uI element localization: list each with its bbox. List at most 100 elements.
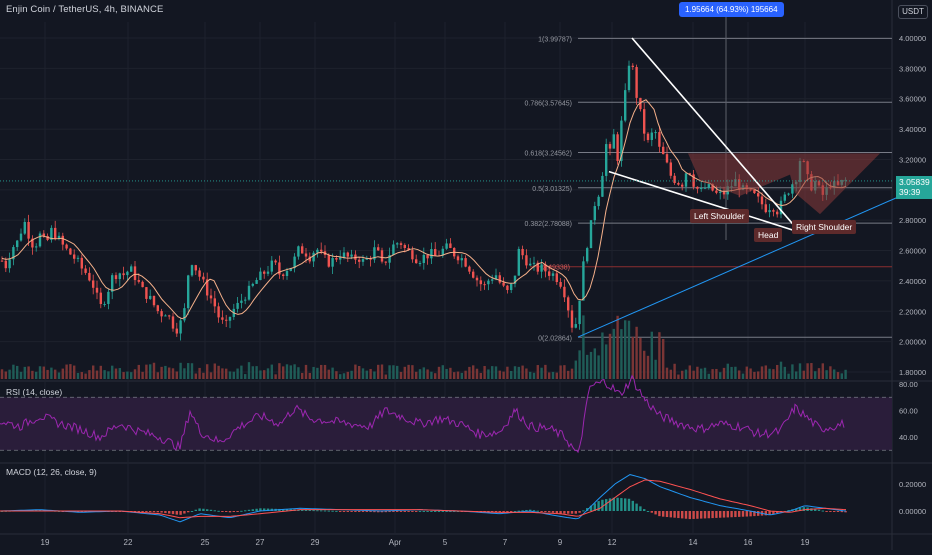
volume-bar	[54, 369, 57, 379]
volume-bar	[107, 371, 110, 379]
macd-pane-label[interactable]: MACD (12, 26, close, 9)	[6, 467, 97, 477]
macd-histogram-bar	[392, 511, 395, 512]
volume-bar	[570, 368, 574, 379]
candle-body	[483, 284, 486, 286]
right-shoulder-label[interactable]: Right Shoulder	[792, 220, 857, 234]
macd-histogram-bar	[137, 511, 140, 512]
macd-histogram-bar	[517, 510, 520, 512]
volume-bar	[658, 332, 661, 379]
volume-bar	[244, 374, 247, 379]
candle-body	[677, 183, 680, 185]
macd-histogram-bar	[715, 511, 718, 518]
macd-histogram-bar	[456, 511, 460, 512]
volume-bar	[783, 366, 786, 379]
macd-histogram-bar	[240, 510, 243, 512]
macd-histogram-bar	[726, 511, 729, 518]
macd-histogram-bar	[255, 508, 258, 511]
candle-body	[270, 260, 273, 272]
volume-bar	[251, 366, 254, 379]
macd-histogram-bar	[513, 511, 517, 512]
volume-bar	[555, 372, 558, 379]
volume-bar	[225, 368, 228, 379]
volume-bar	[616, 315, 619, 379]
volume-bar	[445, 368, 448, 379]
candle-body	[27, 221, 30, 239]
volume-bar	[23, 366, 26, 379]
volume-bar	[415, 371, 418, 379]
macd-histogram-bar	[692, 511, 695, 519]
candle-body	[236, 302, 239, 309]
macd-histogram-bar	[335, 510, 338, 512]
candle-body	[54, 227, 57, 239]
volume-bar	[703, 367, 707, 379]
volume-bar	[764, 365, 767, 379]
volume-bar	[126, 371, 129, 379]
macd-histogram-bar	[88, 511, 91, 513]
candle-body	[399, 243, 403, 245]
volume-bar	[586, 354, 589, 379]
macd-histogram-bar	[643, 509, 646, 511]
macd-histogram-bar	[582, 510, 585, 512]
macd-histogram-bar	[358, 511, 361, 512]
macd-histogram-bar	[31, 509, 34, 511]
measure-badge: 1.95664 (64.93%) 195664	[679, 2, 784, 17]
candle-body	[42, 233, 45, 236]
macd-histogram-bar	[684, 511, 688, 519]
macd-histogram-bar	[829, 511, 832, 512]
candle-body	[681, 184, 684, 187]
x-tick-label: 7	[503, 538, 508, 547]
candle-body	[4, 260, 7, 269]
volume-bar	[833, 369, 836, 379]
candle-body	[327, 254, 330, 267]
volume-bar	[411, 365, 414, 379]
volume-bar	[791, 364, 794, 379]
candle-body	[198, 270, 201, 277]
candle-body	[669, 162, 672, 176]
candle-body	[722, 191, 726, 195]
macd-tick-label: 0.20000	[899, 480, 926, 489]
x-tick-label: 29	[311, 538, 320, 547]
candle-body	[149, 295, 152, 299]
volume-bar	[814, 371, 817, 379]
macd-histogram-bar	[696, 511, 699, 519]
ascending-support-line	[577, 181, 932, 338]
macd-histogram-bar	[301, 509, 304, 511]
macd-histogram-bar	[521, 510, 524, 512]
head-label[interactable]: Head	[754, 228, 783, 242]
macd-histogram-bar	[787, 510, 790, 512]
candle-body	[430, 249, 433, 259]
candle-body	[491, 279, 494, 281]
candle-body	[301, 246, 304, 254]
left-shoulder-label[interactable]: Left Shoulder	[690, 209, 749, 223]
volume-bar	[513, 366, 517, 379]
candle-body	[190, 265, 194, 276]
volume-bar	[578, 350, 581, 379]
volume-bar	[650, 331, 653, 379]
macd-histogram-bar	[529, 509, 532, 511]
macd-histogram-bar	[323, 510, 327, 512]
volume-bar	[635, 326, 638, 379]
currency-selector-button[interactable]: USDT	[898, 5, 928, 19]
macd-histogram-bar	[316, 510, 319, 512]
candle-body	[696, 186, 699, 189]
candle-body	[753, 189, 756, 194]
macd-histogram-bar	[441, 511, 444, 512]
macd-histogram-bar	[563, 511, 566, 514]
volume-bar	[787, 373, 790, 379]
volume-bar	[840, 373, 843, 379]
candle-body	[194, 265, 197, 271]
macd-histogram-bar	[548, 511, 551, 513]
macd-histogram-bar	[422, 511, 425, 512]
candle-body	[114, 275, 118, 280]
candle-body	[31, 238, 34, 248]
volume-bar	[76, 372, 80, 379]
rsi-pane-label[interactable]: RSI (14, close)	[6, 387, 63, 397]
macd-histogram-bar	[320, 510, 323, 512]
volume-bar	[521, 365, 524, 379]
macd-histogram-bar	[164, 511, 167, 514]
macd-histogram-bar	[802, 507, 805, 511]
candle-body	[456, 256, 460, 261]
macd-histogram-bar	[654, 511, 657, 515]
